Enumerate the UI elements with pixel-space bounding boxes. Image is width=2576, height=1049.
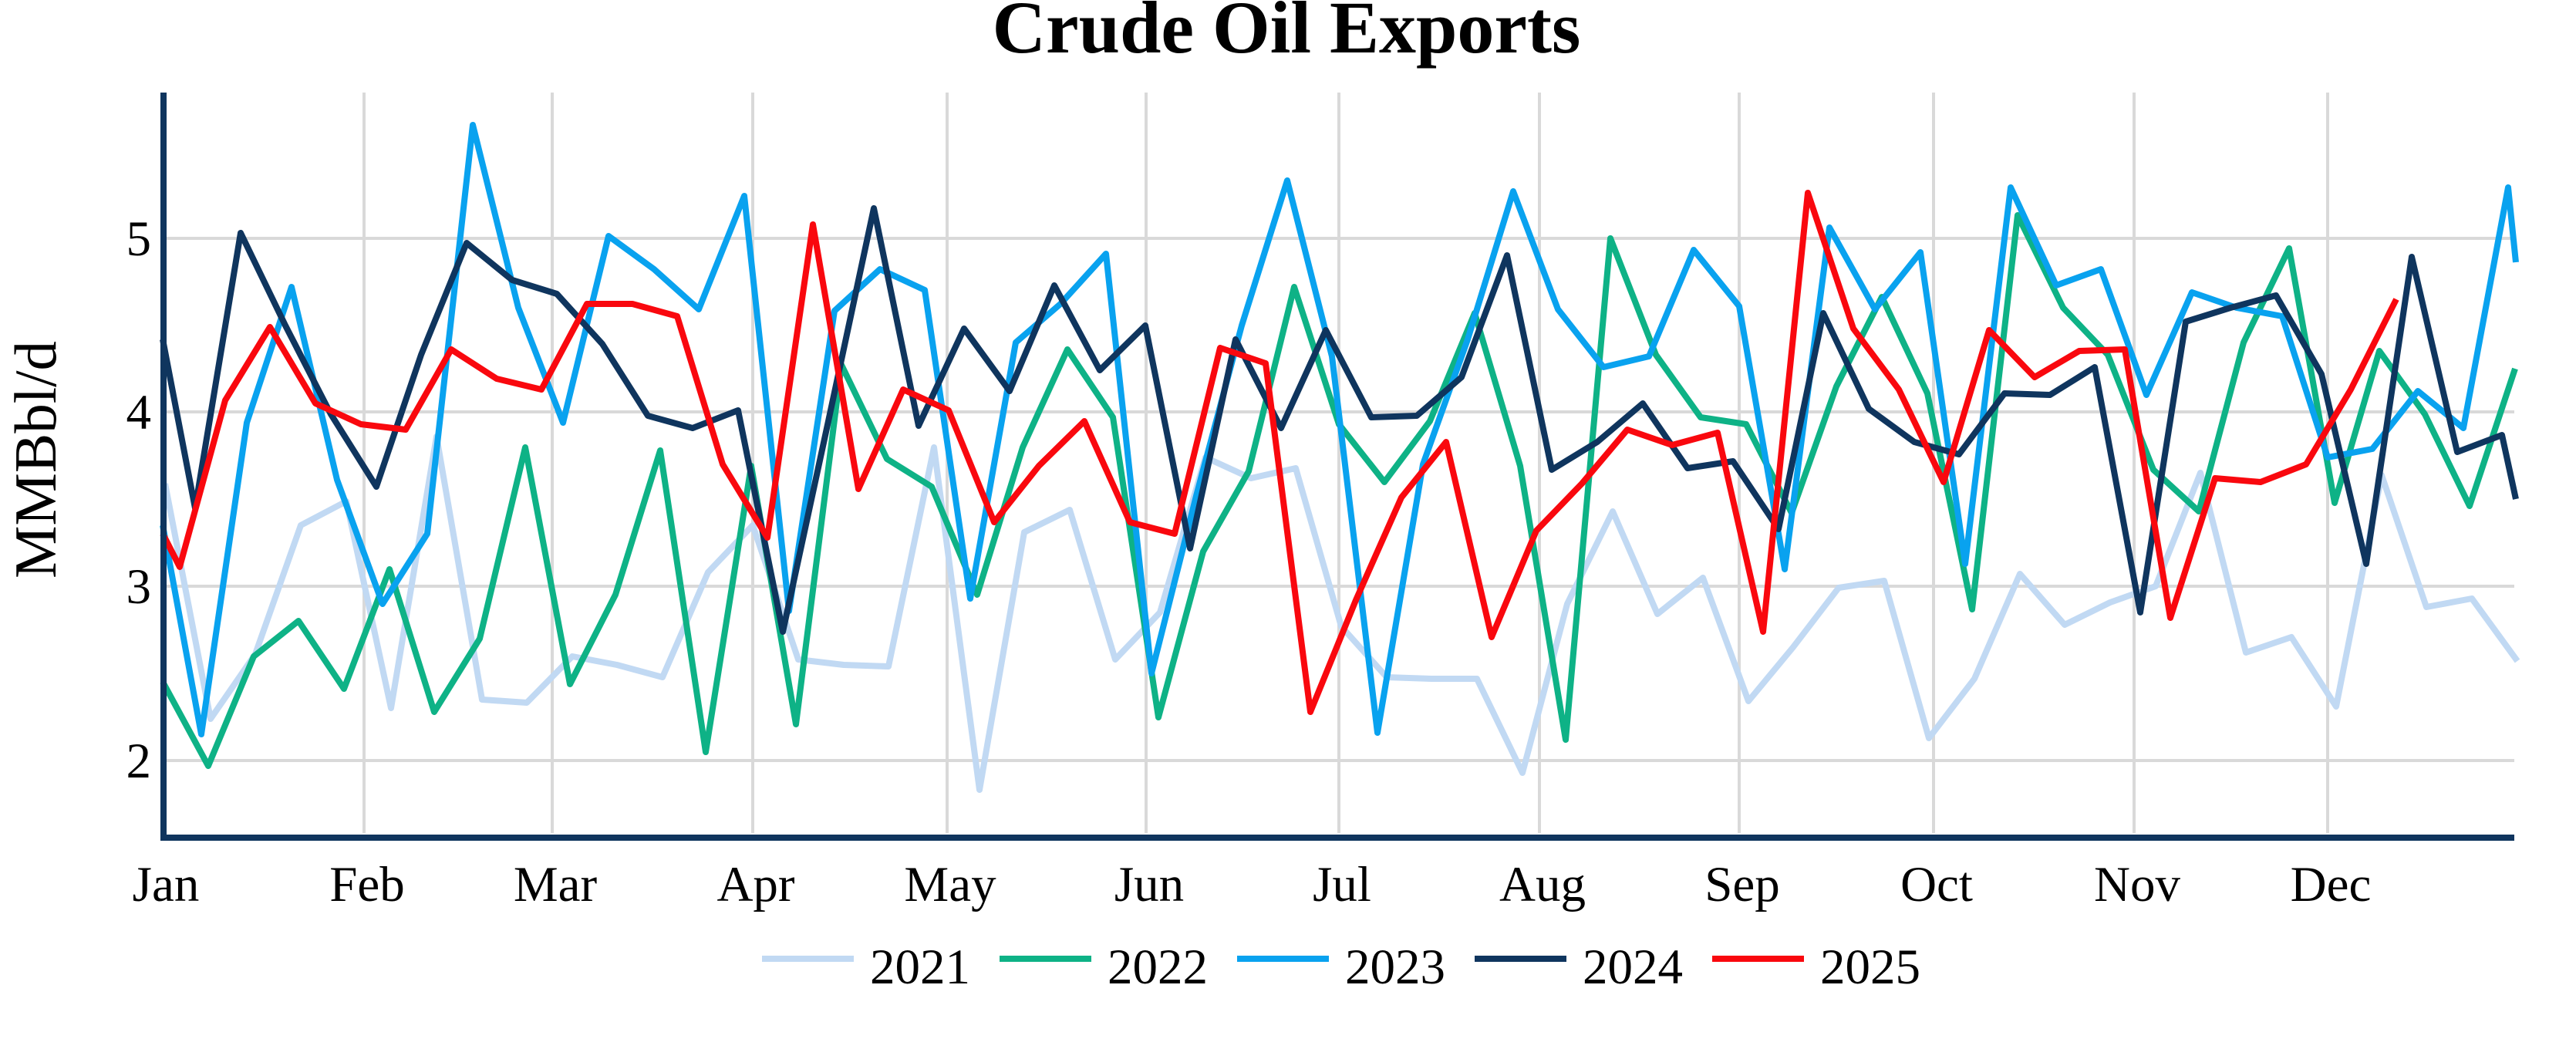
svg-text:MMBbl/d: MMBbl/d [2,341,69,578]
svg-text:Dec: Dec [2291,857,2372,912]
svg-text:May: May [904,857,996,912]
svg-text:2: 2 [126,734,152,789]
svg-text:4: 4 [126,385,152,440]
svg-text:Jan: Jan [133,857,200,912]
svg-text:Jun: Jun [1114,857,1184,912]
svg-text:Apr: Apr [716,857,794,912]
svg-text:2025: 2025 [1820,939,1920,995]
svg-text:Jul: Jul [1313,857,1371,912]
svg-text:Sep: Sep [1704,857,1780,912]
svg-text:2021: 2021 [870,939,970,995]
svg-text:Feb: Feb [329,857,405,912]
svg-text:2024: 2024 [1583,939,1683,995]
svg-text:Nov: Nov [2094,857,2180,912]
svg-text:3: 3 [126,559,152,615]
svg-text:2023: 2023 [1345,939,1445,995]
svg-text:Aug: Aug [1499,857,1586,912]
svg-text:Mar: Mar [514,857,598,912]
svg-text:2022: 2022 [1108,939,1208,995]
svg-text:5: 5 [126,211,152,267]
svg-text:Oct: Oct [1900,857,1973,912]
svg-text:Crude Oil Exports: Crude Oil Exports [993,0,1581,69]
